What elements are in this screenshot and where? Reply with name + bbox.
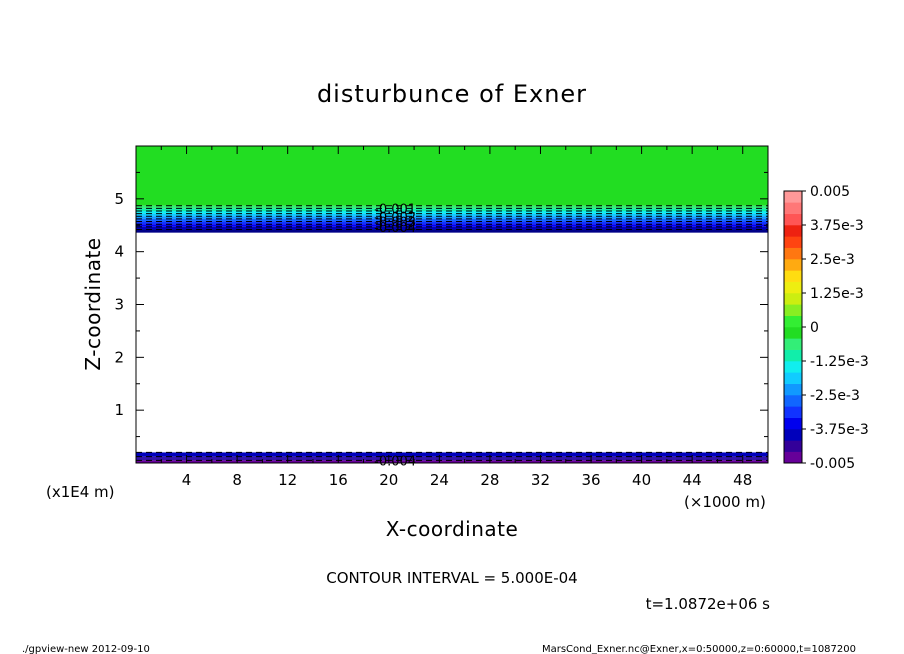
y-axis-title: Z-coordinate xyxy=(81,237,105,370)
y-unit-label: (x1E4 m) xyxy=(46,483,115,501)
colorbar-swatch-6 xyxy=(784,383,802,396)
colorbar-swatch-8 xyxy=(784,361,802,373)
colorbar-label-7: 3.75e-3 xyxy=(810,218,864,234)
contour-label-layer: -0.001-0.002-0.003-0.004-0.004 xyxy=(374,202,416,469)
y-tick-label-5: 5 xyxy=(114,190,124,208)
colorbar-swatch-20 xyxy=(784,225,802,237)
contour-label-3: -0.004 xyxy=(374,221,416,236)
x-tick-label-4: 4 xyxy=(182,471,192,489)
contour-band-3 xyxy=(136,210,768,214)
colorbar-swatch-12 xyxy=(784,315,802,328)
colorbar-label-6: 2.5e-3 xyxy=(810,252,855,268)
time-text: t=1.0872e+06 s xyxy=(646,595,771,613)
colorbar-swatch-5 xyxy=(784,395,802,407)
colorbar-label-3: -1.25e-3 xyxy=(810,354,869,370)
x-tick-label-36: 36 xyxy=(581,471,600,489)
colorbar-swatch-10 xyxy=(784,338,802,350)
contour-band-13 xyxy=(136,460,768,463)
footer-right: MarsCond_Exner.nc@Exner,x=0:50000,z=0:60… xyxy=(542,644,856,654)
colorbar-label-2: -2.5e-3 xyxy=(810,388,860,404)
contour-band-10 xyxy=(136,229,768,233)
plot-area: -0.001-0.002-0.003-0.004-0.004 4 8 12 16 20 2… xyxy=(114,145,769,489)
colorbar-swatch-13 xyxy=(784,304,802,316)
x-tick-label-40: 40 xyxy=(632,471,651,489)
colorbar-label-1: -3.75e-3 xyxy=(810,422,869,438)
x-tick-label-28: 28 xyxy=(480,471,499,489)
x-tick-label-20: 20 xyxy=(379,471,398,489)
colorbar: -0.005 -3.75e-3 -2.5e-3 -1.25e-3 0 1.25e-3 2.5… xyxy=(783,184,869,472)
contour-band-9 xyxy=(136,226,768,230)
contour-label-4: -0.004 xyxy=(374,454,416,469)
colorbar-label-5: 1.25e-3 xyxy=(810,286,864,302)
colorbar-label-4: 0 xyxy=(810,320,819,336)
colorbar-swatch-4 xyxy=(784,406,802,418)
contour-band-6 xyxy=(136,218,768,222)
x-axis-title: X-coordinate xyxy=(386,517,519,541)
colorbar-swatch-7 xyxy=(784,372,802,384)
colorbar-swatch-1 xyxy=(784,440,802,452)
contour-band-0 xyxy=(136,146,768,206)
contour-band-2 xyxy=(136,208,768,211)
contour-band-5 xyxy=(136,216,768,219)
contour-band-8 xyxy=(136,224,768,227)
contour-label-2: -0.003 xyxy=(374,216,416,231)
y-tick-label-1: 1 xyxy=(114,401,124,419)
x-tick-label-32: 32 xyxy=(531,471,550,489)
colorbar-swatch-21 xyxy=(784,213,802,226)
colorbar-swatch-16 xyxy=(784,270,802,282)
colorbar-swatch-19 xyxy=(784,236,802,248)
colorbar-swatch-9 xyxy=(784,349,802,362)
colorbar-swatch-3 xyxy=(784,417,802,430)
contour-band-1 xyxy=(136,205,768,209)
contour-band-7 xyxy=(136,221,768,225)
colorbar-swatch-2 xyxy=(784,429,802,441)
colorbar-swatch-18 xyxy=(784,247,802,260)
colorbar-swatch-15 xyxy=(784,281,802,294)
x-tick-label-12: 12 xyxy=(278,471,297,489)
colorbar-swatch-11 xyxy=(784,327,802,339)
colorbar-swatches xyxy=(784,191,802,464)
colorbar-swatch-17 xyxy=(784,259,802,271)
colorbar-swatch-22 xyxy=(784,202,802,214)
colorbar-swatch-23 xyxy=(784,191,802,203)
contour-fill-layer xyxy=(136,146,768,463)
footer-left: ./gpview-new 2012-09-10 xyxy=(22,644,150,654)
contour-label-1: -0.002 xyxy=(374,210,416,225)
y-tick-label-3: 3 xyxy=(114,296,124,314)
x-tick-label-44: 44 xyxy=(683,471,702,489)
y-tick-label-4: 4 xyxy=(114,243,124,261)
contour-label-0: -0.001 xyxy=(374,202,416,217)
contour-band-12 xyxy=(136,456,768,461)
colorbar-label-8: 0.005 xyxy=(810,184,850,200)
x-tick-label-24: 24 xyxy=(430,471,449,489)
colorbar-label-0: -0.005 xyxy=(810,456,855,472)
contour-band-4 xyxy=(136,213,768,217)
colorbar-swatch-14 xyxy=(784,293,802,305)
y-tick-label-2: 2 xyxy=(114,348,124,366)
x-tick-label-8: 8 xyxy=(232,471,242,489)
x-tick-label-16: 16 xyxy=(329,471,348,489)
x-tick-label-48: 48 xyxy=(733,471,752,489)
contour-interval-text: CONTOUR INTERVAL = 5.000E-04 xyxy=(326,569,577,587)
colorbar-labels: -0.005 -3.75e-3 -2.5e-3 -1.25e-3 0 1.25e-3 2.5… xyxy=(802,184,869,472)
colorbar-swatch-0 xyxy=(784,451,802,464)
x-unit-label: (×1000 m) xyxy=(684,493,766,511)
contour-band-11 xyxy=(136,452,768,457)
contour-line-layer xyxy=(136,205,768,461)
chart-title: disturbunce of Exner xyxy=(317,80,587,108)
